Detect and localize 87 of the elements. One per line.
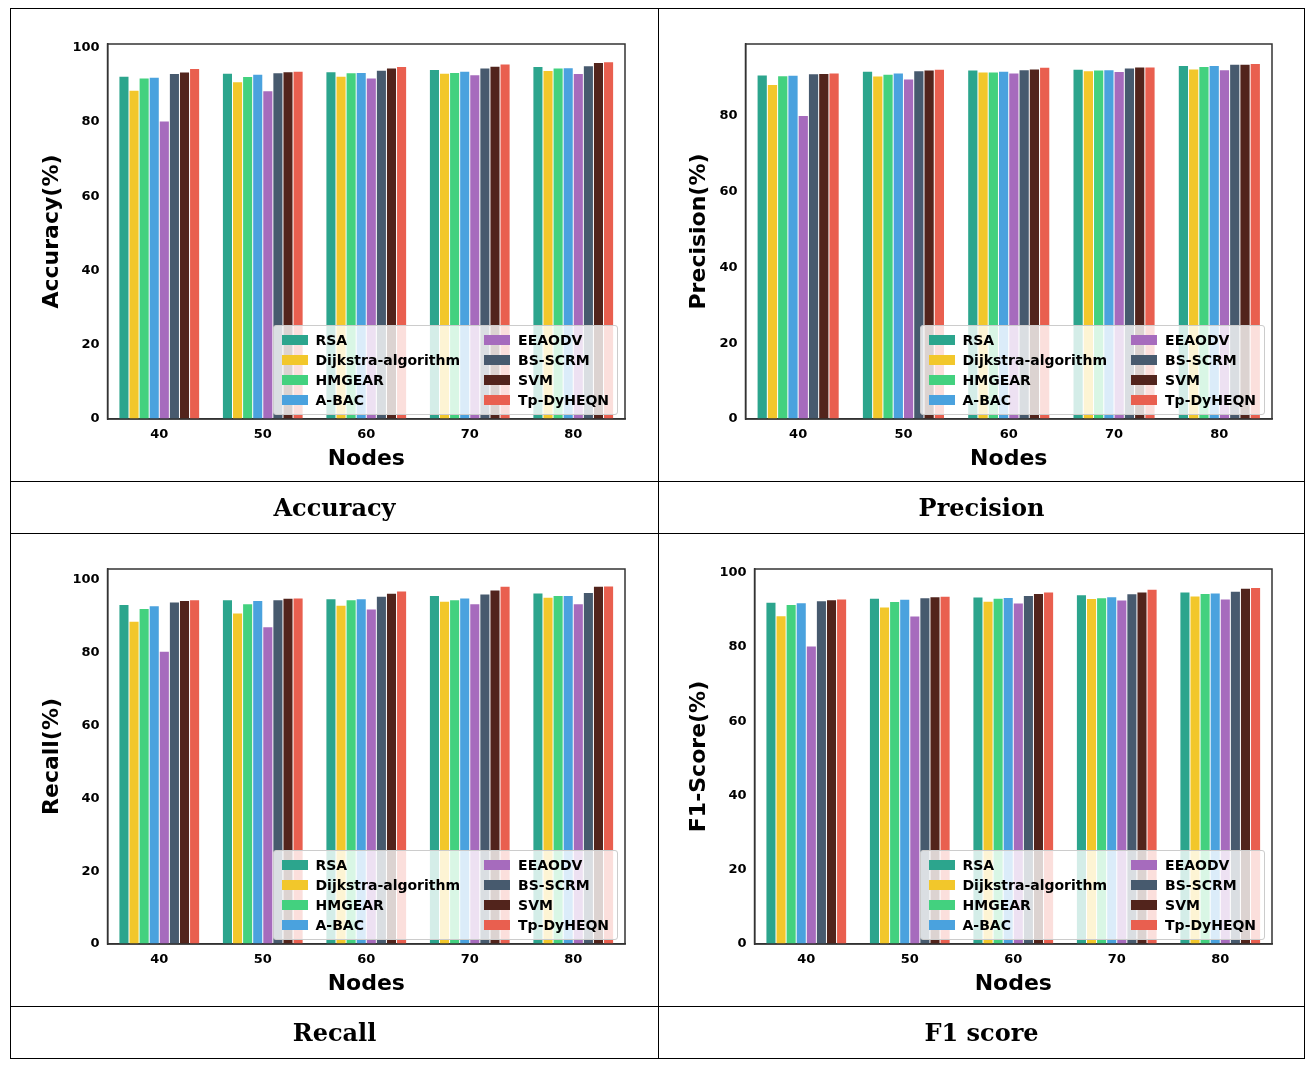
y-tick-label: 60 xyxy=(727,712,747,728)
y-tick-label: 20 xyxy=(727,861,747,877)
legend-label: RSA xyxy=(962,857,995,873)
y-tick-label: 100 xyxy=(71,571,100,587)
y-tick-label: 40 xyxy=(80,789,100,805)
legend-label: Dijkstra-algorithm xyxy=(315,352,461,368)
x-tick-label: 70 xyxy=(460,426,479,442)
y-tick-label: 100 xyxy=(718,564,747,580)
y-tick-label: 40 xyxy=(727,786,747,802)
legend-label: Tp-DyHEQN xyxy=(518,392,610,408)
x-tick-label: 40 xyxy=(149,951,168,967)
x-tick-label: 50 xyxy=(893,426,912,442)
x-tick-label: 80 xyxy=(563,951,582,967)
legend-label: HMGEAR xyxy=(962,372,1031,388)
y-tick-label: 0 xyxy=(727,410,737,426)
y-tick-label: 80 xyxy=(80,644,100,660)
x-tick-label: 60 xyxy=(356,951,375,967)
legend-label: A-BAC xyxy=(315,917,364,933)
legend-label: EEAODV xyxy=(1165,857,1230,873)
x-tick-label: 50 xyxy=(253,426,272,442)
legend-label: Dijkstra-algorithm xyxy=(962,877,1108,893)
legend-label: EEAODV xyxy=(1165,332,1230,348)
text: Accuracy xyxy=(273,493,396,522)
legend-label: HMGEAR xyxy=(962,897,1031,913)
x-tick-label: 60 xyxy=(999,426,1018,442)
y-tick-label: 0 xyxy=(736,935,747,951)
text: Recall xyxy=(292,1018,377,1047)
y-tick-label: 20 xyxy=(80,862,100,878)
x-tick-label: 70 xyxy=(1104,426,1123,442)
y-tick-label: 40 xyxy=(718,258,737,274)
legend-label: SVM xyxy=(518,897,553,913)
legend-label: BS-SCRM xyxy=(1165,352,1237,368)
text: Precision xyxy=(918,493,1045,522)
y-tick-label: 100 xyxy=(71,39,100,55)
y-axis-title: Precision(%) xyxy=(684,153,710,310)
y-tick-label: 20 xyxy=(80,336,100,352)
x-tick-label: 60 xyxy=(356,426,375,442)
y-tick-label: 80 xyxy=(727,638,747,654)
y-tick-label: 60 xyxy=(718,183,737,199)
x-tick-label: 40 xyxy=(149,426,168,442)
legend-label: RSA xyxy=(315,332,348,348)
x-tick-label: 80 xyxy=(563,426,582,442)
legend-label: Dijkstra-algorithm xyxy=(315,877,461,893)
x-tick-label: 40 xyxy=(796,951,815,967)
legend-label: SVM xyxy=(1165,897,1200,913)
legend-label: SVM xyxy=(518,372,553,388)
y-tick-label: 20 xyxy=(718,334,737,350)
x-tick-label: 70 xyxy=(1107,951,1126,967)
y-tick-label: 60 xyxy=(80,716,100,732)
x-tick-label: 40 xyxy=(788,426,807,442)
x-tick-label: 50 xyxy=(253,951,272,967)
legend-label: Tp-DyHEQN xyxy=(1165,392,1257,408)
legend-label: HMGEAR xyxy=(315,372,384,388)
x-tick-label: 60 xyxy=(1003,951,1022,967)
y-axis-title: F1-Score(%) xyxy=(684,680,710,833)
x-tick-label: 50 xyxy=(900,951,919,967)
legend-label: A-BAC xyxy=(962,392,1011,408)
x-axis-title: Nodes xyxy=(974,969,1052,995)
text: F1 score xyxy=(924,1018,1039,1047)
y-tick-label: 80 xyxy=(80,113,100,129)
x-axis-title: Nodes xyxy=(969,444,1047,470)
x-axis-title: Nodes xyxy=(327,969,405,995)
y-tick-label: 60 xyxy=(80,187,100,203)
x-axis-title: Nodes xyxy=(327,444,405,470)
y-tick-label: 80 xyxy=(718,107,737,123)
legend-label: Tp-DyHEQN xyxy=(1165,917,1257,933)
y-tick-label: 0 xyxy=(89,410,100,426)
legend-label: Tp-DyHEQN xyxy=(518,917,610,933)
legend-label: EEAODV xyxy=(518,332,583,348)
legend-label: HMGEAR xyxy=(315,897,384,913)
x-tick-label: 70 xyxy=(460,951,479,967)
legend-label: RSA xyxy=(315,857,348,873)
legend-label: Dijkstra-algorithm xyxy=(962,352,1108,368)
y-axis-title: Recall(%) xyxy=(37,698,63,815)
legend-label: BS-SCRM xyxy=(518,877,590,893)
y-tick-label: 40 xyxy=(80,261,100,277)
x-tick-label: 80 xyxy=(1210,951,1229,967)
legend-label: EEAODV xyxy=(518,857,583,873)
y-axis-title: Accuracy(%) xyxy=(37,154,63,309)
legend-label: A-BAC xyxy=(962,917,1011,933)
legend-label: RSA xyxy=(962,332,995,348)
legend-label: BS-SCRM xyxy=(518,352,590,368)
legend-label: A-BAC xyxy=(315,392,364,408)
y-tick-label: 0 xyxy=(89,935,100,951)
legend-label: SVM xyxy=(1165,372,1200,388)
x-tick-label: 80 xyxy=(1209,426,1228,442)
legend-label: BS-SCRM xyxy=(1165,877,1237,893)
